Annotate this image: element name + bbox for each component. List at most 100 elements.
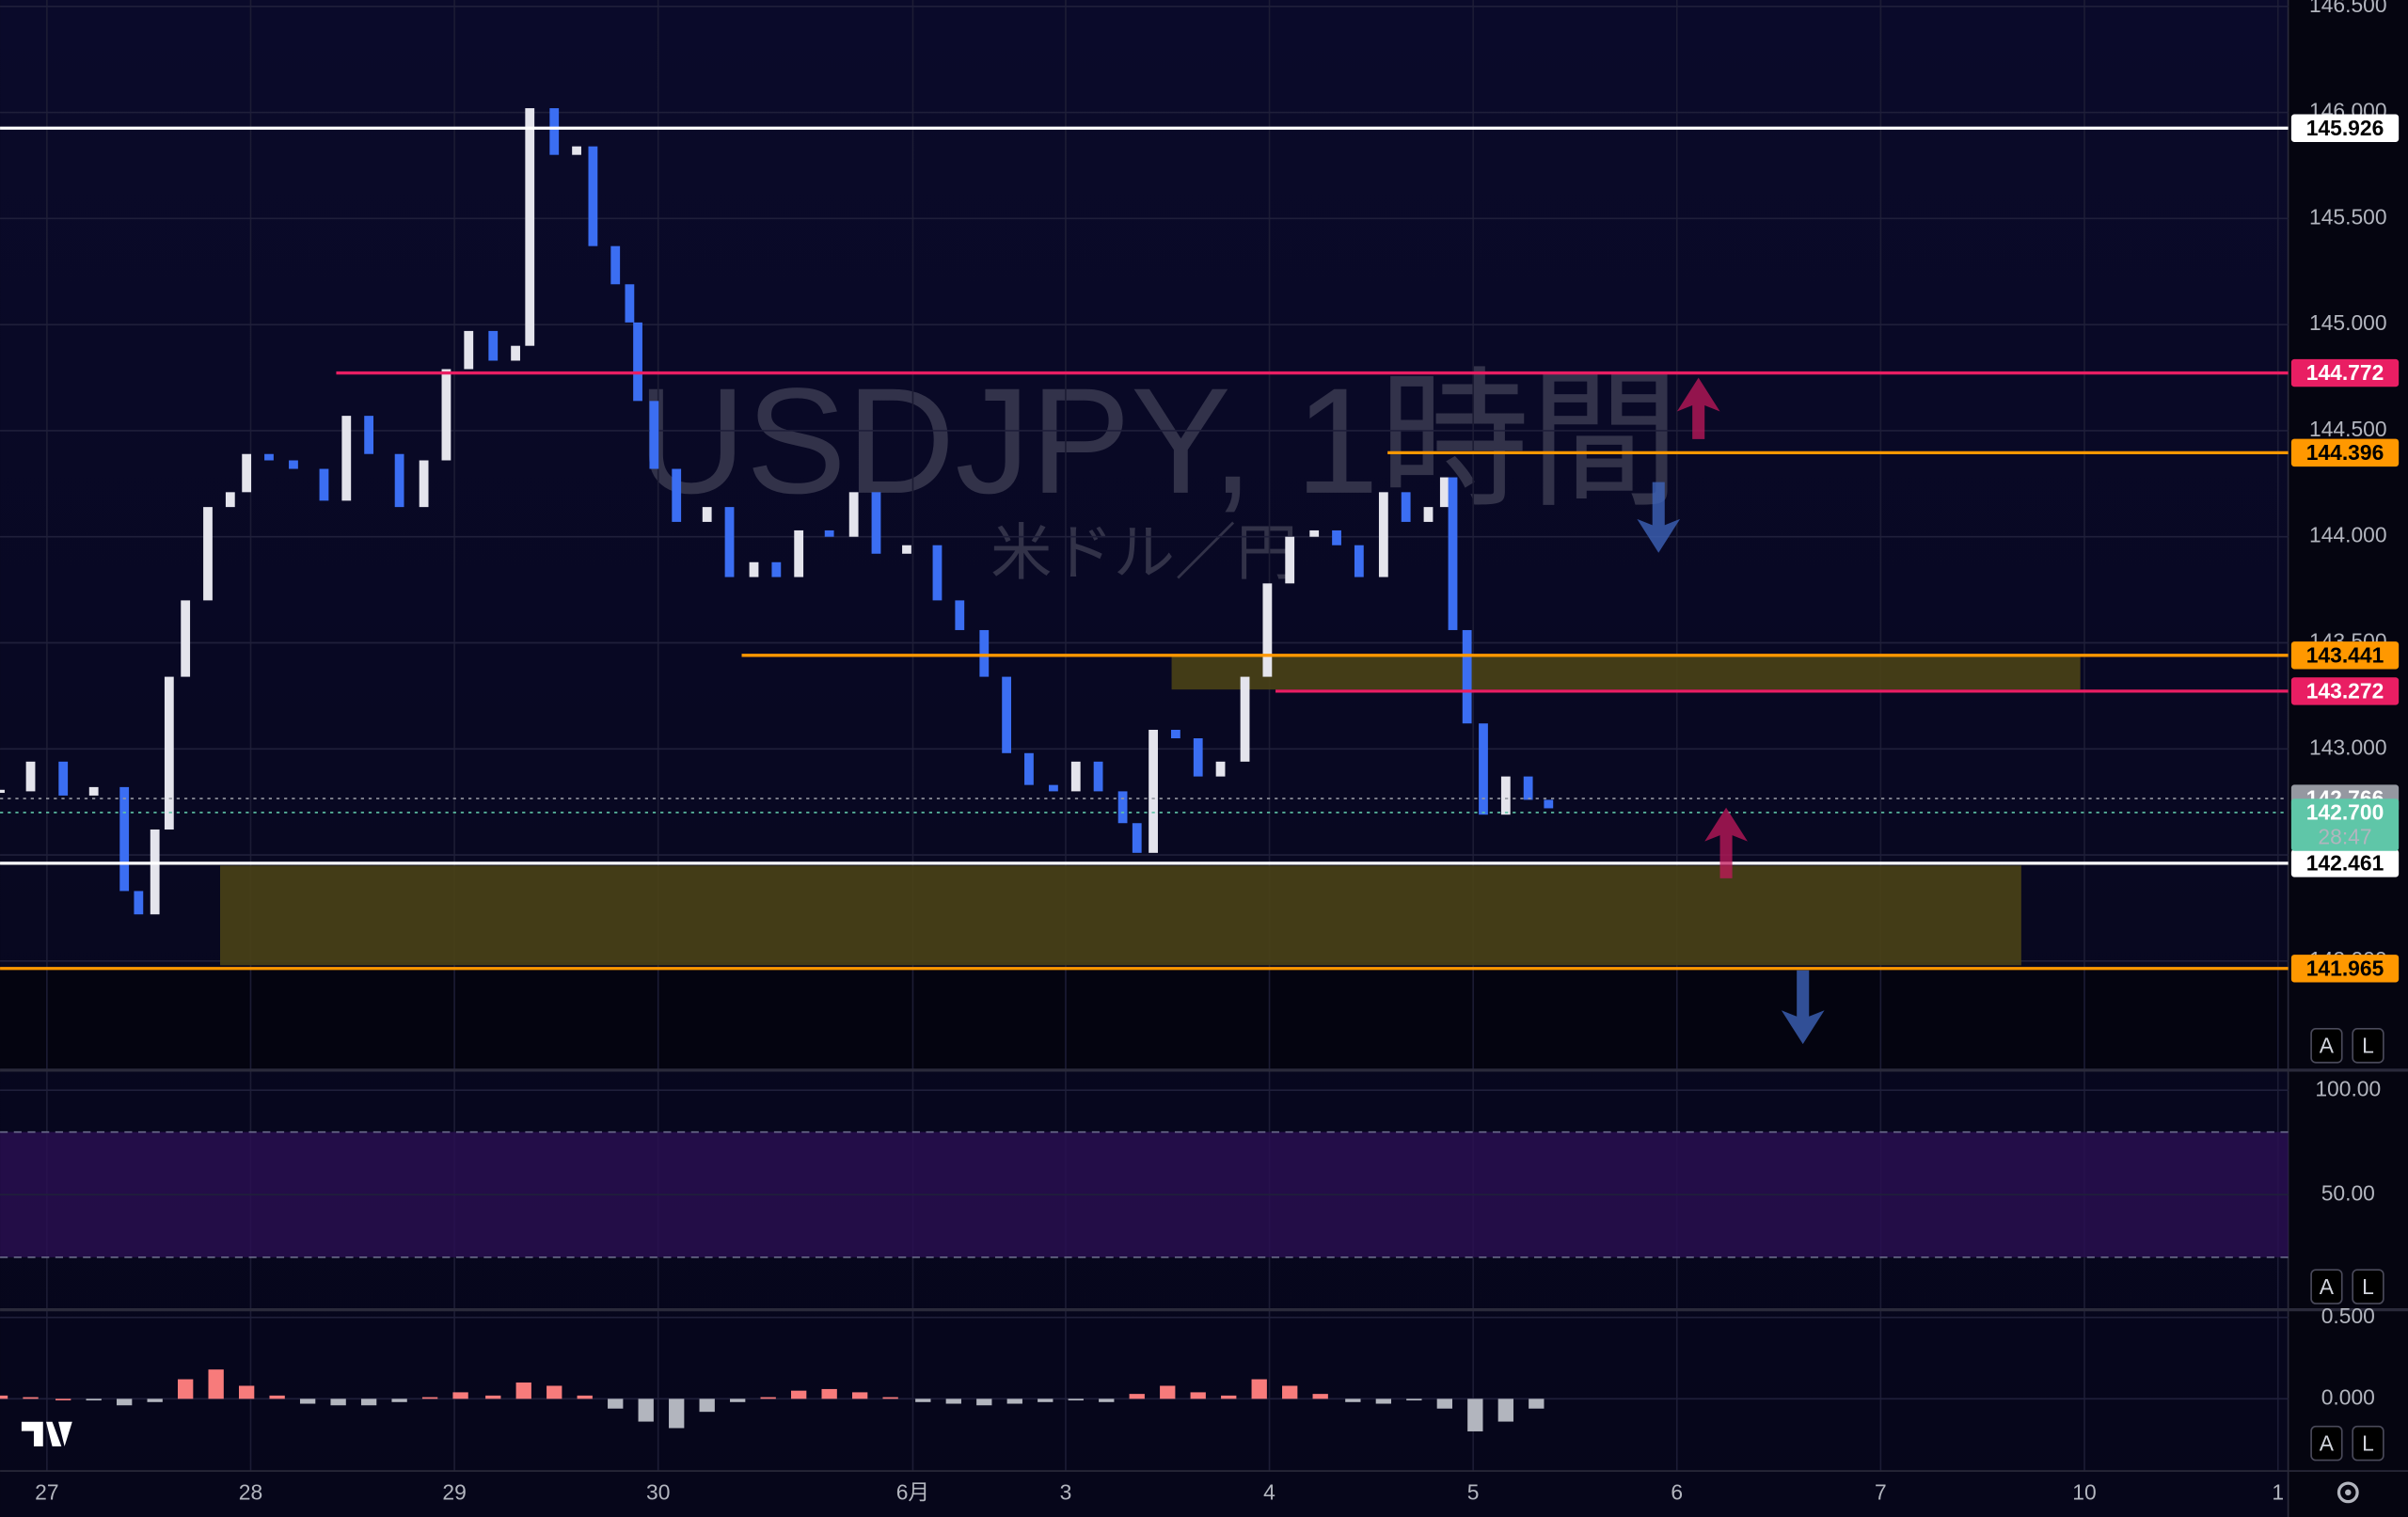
x-tick-label: 1	[2272, 1480, 2284, 1505]
candle	[1423, 507, 1434, 522]
scale-button-label[interactable]: A	[2320, 1274, 2335, 1299]
scale-button-label[interactable]: A	[2320, 1430, 2335, 1455]
scale-button-label[interactable]: L	[2362, 1033, 2374, 1057]
y-tick-label: 50.00	[2321, 1180, 2375, 1205]
scale-button[interactable]	[2310, 1028, 2343, 1064]
candle	[724, 507, 735, 577]
candle	[1171, 729, 1180, 739]
candle	[1354, 545, 1364, 577]
scale-button[interactable]	[2352, 1269, 2384, 1304]
candle	[1332, 529, 1341, 545]
lower-shade	[0, 967, 2289, 1069]
macd-bar	[1529, 1398, 1545, 1409]
candle	[364, 416, 374, 454]
logo	[21, 1421, 72, 1446]
level-label: 144.772	[2306, 360, 2384, 385]
candle	[572, 146, 581, 155]
x-tick-label: 5	[1467, 1480, 1480, 1505]
level-label: 141.965	[2306, 956, 2384, 980]
candle	[1002, 676, 1012, 753]
settings-button[interactable]	[2337, 1481, 2359, 1504]
y-tick-label: 0.500	[2321, 1304, 2375, 1328]
macd-bar	[1099, 1398, 1115, 1402]
x-tick-label: 27	[35, 1480, 58, 1505]
level-badge	[2290, 677, 2400, 705]
x-tick-label: 10	[2072, 1480, 2096, 1505]
candle	[771, 561, 782, 577]
y-tick-label: 144.500	[2309, 417, 2387, 441]
macd-bar	[117, 1398, 133, 1406]
scale-button[interactable]	[2352, 1425, 2384, 1462]
candle	[150, 830, 160, 915]
candle	[1500, 776, 1511, 815]
candle	[203, 507, 213, 601]
macd-bar	[851, 1392, 868, 1399]
candle	[871, 492, 881, 554]
candle	[1544, 799, 1554, 809]
candle	[119, 786, 130, 892]
macd-bar	[821, 1388, 837, 1399]
pane-separators	[0, 1068, 2408, 1472]
macd-bar	[86, 1398, 102, 1401]
level-badge	[2290, 641, 2400, 670]
candle	[979, 629, 990, 677]
x-tick-label: 6	[1671, 1480, 1683, 1505]
candle	[488, 330, 499, 361]
macd-bar	[0, 1395, 8, 1399]
candle	[1262, 583, 1273, 677]
scale-button-label[interactable]: A	[2320, 1033, 2335, 1057]
scale-button[interactable]	[2352, 1028, 2384, 1064]
y-tick-label: 144.000	[2309, 523, 2387, 547]
candle	[25, 761, 36, 792]
macd-bar	[669, 1398, 685, 1429]
level-label: 144.396	[2306, 440, 2384, 465]
candle	[1309, 529, 1320, 537]
macd-bar	[485, 1395, 501, 1399]
candle	[633, 322, 642, 402]
macd-bar	[515, 1383, 531, 1399]
candle	[1462, 629, 1472, 724]
macd-bar	[1160, 1385, 1176, 1399]
macd-bar	[1406, 1398, 1422, 1401]
candle	[824, 529, 834, 537]
settings-icon[interactable]	[2337, 1481, 2359, 1504]
scale-button[interactable]	[2310, 1269, 2343, 1304]
candle	[955, 600, 965, 630]
macd-bar	[1068, 1398, 1084, 1401]
macd-bar	[547, 1385, 562, 1399]
candle	[749, 561, 759, 577]
candle	[242, 453, 252, 493]
y-tick-label: 145.000	[2309, 310, 2387, 335]
candle	[902, 545, 911, 554]
labels: 27 28 29 30 6月 3 4 5 6 7 10 1146.500146.000145.5001…	[35, 0, 2400, 1505]
macd-bar	[1190, 1392, 1206, 1399]
macd-bar	[1436, 1398, 1452, 1409]
macd-bar	[208, 1369, 224, 1399]
y-tick-label: 145.500	[2309, 204, 2387, 229]
x-tick-label: 29	[442, 1480, 466, 1505]
scale-button-label[interactable]: L	[2362, 1430, 2374, 1455]
up-arrow	[1704, 807, 1748, 878]
macd-bar	[945, 1398, 961, 1404]
scale-button-label[interactable]: L	[2362, 1274, 2374, 1299]
y-tick-label: 100.00	[2315, 1076, 2381, 1100]
macd-bar	[1251, 1379, 1267, 1399]
macd-bar	[1221, 1395, 1237, 1399]
scale-button[interactable]	[2310, 1425, 2343, 1462]
candle	[649, 401, 659, 469]
macd-bar	[1497, 1398, 1513, 1422]
candle	[1149, 729, 1158, 853]
macd-bar	[147, 1398, 163, 1402]
macd-bar	[791, 1390, 807, 1399]
macd-bar	[608, 1398, 624, 1409]
settings-icon-center[interactable]	[2345, 1489, 2352, 1496]
candle	[588, 146, 598, 246]
candle	[341, 416, 352, 501]
y-tick-label: 146.500	[2309, 0, 2387, 17]
candle	[794, 529, 804, 577]
up-arrow	[1676, 377, 1720, 439]
macd-bar	[178, 1379, 194, 1399]
candle	[702, 507, 712, 522]
